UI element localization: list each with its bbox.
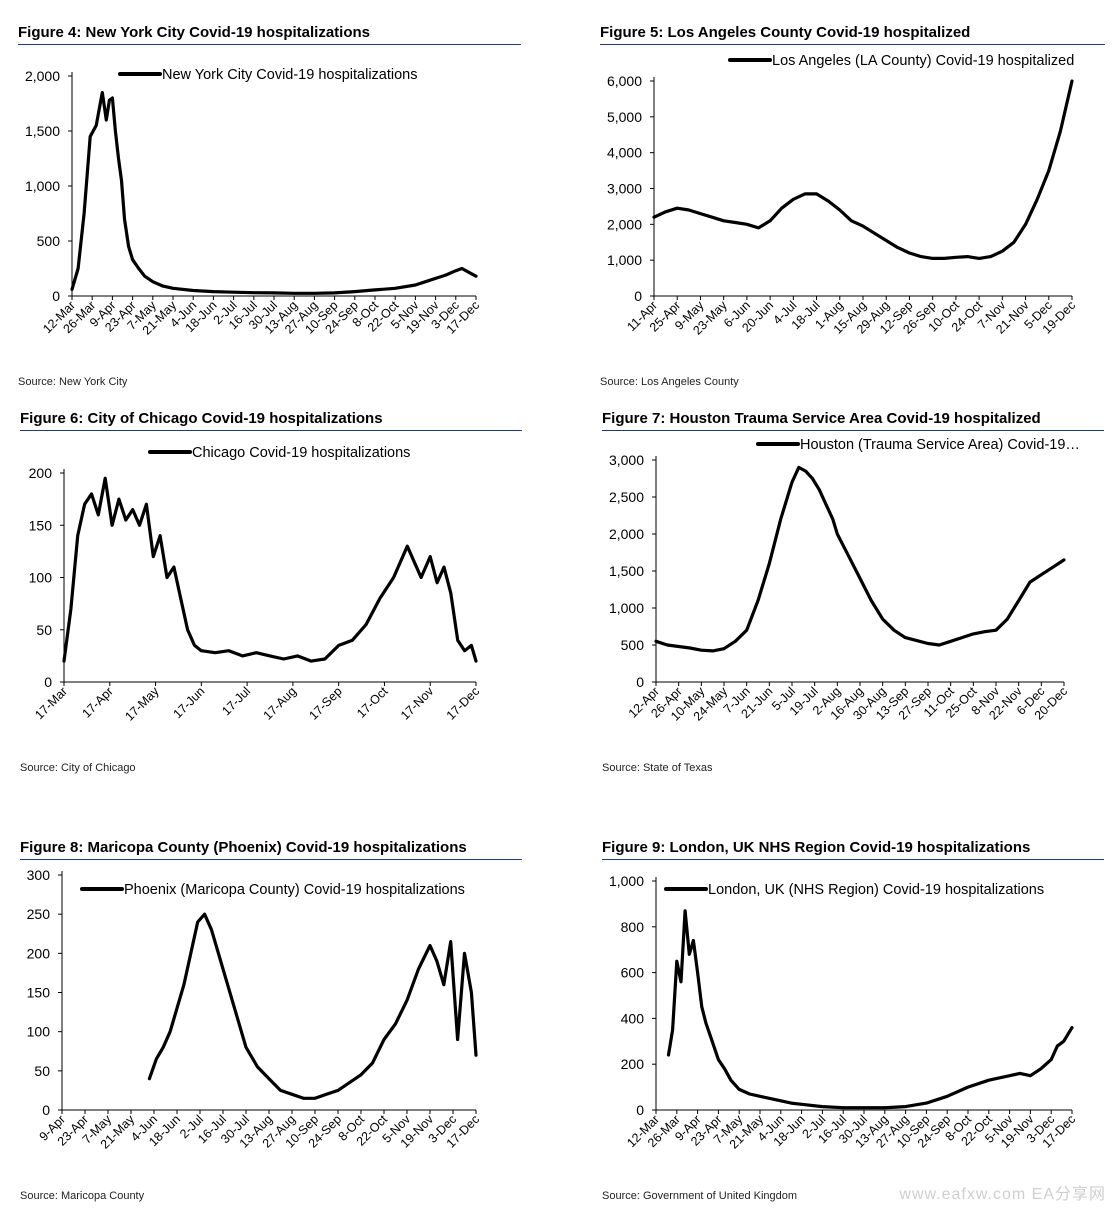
- y-tick-label: 1,000: [609, 600, 644, 616]
- series-line: [666, 909, 1074, 1110]
- y-tick-label: 0: [636, 1102, 644, 1118]
- y-tick-label: 200: [27, 945, 51, 961]
- figure-title: Figure 8: Maricopa County (Phoenix) Covi…: [20, 839, 467, 856]
- series-line: [147, 912, 478, 1100]
- y-tick-label: 150: [27, 985, 51, 1001]
- legend-label: Phoenix (Maricopa County) Covid-19 hospi…: [124, 882, 465, 898]
- legend-label: Chicago Covid-19 hospitalizations: [192, 445, 410, 461]
- series-line: [654, 465, 1066, 653]
- line-chart: 02004006008001,00012-Mar26-Mar9-Apr23-Ap…: [609, 873, 1078, 1152]
- y-tick-label: 1,000: [607, 252, 642, 268]
- figure-title: Figure 4: New York City Covid-19 hospita…: [18, 24, 371, 41]
- y-tick-label: 200: [29, 465, 53, 481]
- y-tick-label: 1,000: [25, 178, 60, 194]
- line-chart: 05001,0001,5002,0002,5003,00012-Apr26-Ap…: [609, 437, 1080, 724]
- x-tick-label: 17-Nov: [398, 684, 437, 723]
- title-divider: [18, 44, 521, 45]
- y-tick-label: 1,500: [609, 563, 644, 579]
- y-tick-label: 3,000: [609, 452, 644, 468]
- x-tick-label: 17-Jun: [171, 684, 208, 721]
- x-tick-label: 17-Dec: [444, 684, 482, 722]
- y-tick-label: 6,000: [607, 73, 642, 89]
- source-note: Source: Maricopa County: [20, 1190, 145, 1202]
- y-tick-label: 4,000: [607, 145, 642, 161]
- title-divider: [600, 44, 1105, 45]
- y-tick-label: 2,000: [609, 526, 644, 542]
- figure-title: Figure 9: London, UK NHS Region Covid-19…: [602, 839, 1031, 856]
- y-tick-label: 500: [621, 637, 645, 653]
- source-note: Source: Los Angeles County: [600, 376, 739, 388]
- source-note: Source: City of Chicago: [20, 762, 136, 774]
- x-tick-label: 17-Jul: [219, 684, 253, 718]
- y-tick-label: 0: [52, 288, 60, 304]
- y-tick-label: 400: [621, 1010, 645, 1026]
- x-tick-label: 17-May: [122, 684, 162, 724]
- y-tick-label: 1,000: [609, 873, 644, 889]
- watermark: www.eafxw.com EA分享网: [899, 1186, 1106, 1203]
- source-note: Source: New York City: [18, 376, 128, 388]
- y-tick-label: 2,500: [609, 489, 644, 505]
- y-tick-label: 600: [621, 965, 645, 981]
- y-tick-label: 0: [634, 288, 642, 304]
- y-tick-label: 150: [29, 517, 53, 533]
- title-divider: [20, 859, 522, 860]
- x-tick-label: 17-Sep: [306, 684, 344, 722]
- y-tick-label: 100: [29, 570, 53, 586]
- x-tick-label: 17-Aug: [261, 684, 299, 722]
- x-tick-label: 17-Oct: [354, 684, 391, 721]
- x-tick-label: 17-Apr: [79, 684, 115, 720]
- y-tick-label: 0: [42, 1102, 50, 1118]
- line-chart: 05001,0001,5002,00012-Mar26-Mar9-Apr23-A…: [25, 67, 482, 338]
- legend-label: London, UK (NHS Region) Covid-19 hospita…: [708, 882, 1044, 898]
- y-tick-label: 0: [44, 674, 52, 690]
- y-tick-label: 100: [27, 1024, 51, 1040]
- y-tick-label: 800: [621, 919, 645, 935]
- line-chart: 0501001502002503009-Apr23-Apr7-May21-May…: [27, 867, 482, 1152]
- title-divider: [602, 430, 1104, 431]
- y-tick-label: 5,000: [607, 109, 642, 125]
- y-tick-label: 50: [36, 622, 52, 638]
- line-chart: 01,0002,0003,0004,0005,0006,00011-Apr25-…: [607, 53, 1078, 338]
- figure-title: Figure 7: Houston Trauma Service Area Co…: [602, 410, 1041, 427]
- legend-label: Houston (Trauma Service Area) Covid-19…: [800, 437, 1080, 453]
- y-tick-label: 300: [27, 867, 51, 883]
- y-tick-label: 200: [621, 1056, 645, 1072]
- y-tick-label: 1,500: [25, 123, 60, 139]
- y-tick-label: 2,000: [25, 68, 60, 84]
- y-tick-label: 3,000: [607, 181, 642, 197]
- y-tick-label: 2,000: [607, 216, 642, 232]
- series-line: [62, 476, 478, 663]
- y-tick-label: 50: [34, 1063, 50, 1079]
- series-line: [652, 79, 1074, 260]
- legend-label: Los Angeles (LA County) Covid-19 hospita…: [772, 53, 1074, 69]
- figure-title: Figure 5: Los Angeles County Covid-19 ho…: [600, 24, 971, 41]
- source-note: Source: State of Texas: [602, 762, 713, 774]
- y-tick-label: 250: [27, 906, 51, 922]
- y-tick-label: 500: [37, 233, 61, 249]
- title-divider: [20, 430, 522, 431]
- legend-label: New York City Covid-19 hospitalizations: [162, 67, 418, 83]
- title-divider: [602, 859, 1104, 860]
- source-note: Source: Government of United Kingdom: [602, 1190, 798, 1202]
- y-tick-label: 0: [636, 674, 644, 690]
- series-line: [70, 90, 478, 295]
- figure-title: Figure 6: City of Chicago Covid-19 hospi…: [20, 410, 383, 427]
